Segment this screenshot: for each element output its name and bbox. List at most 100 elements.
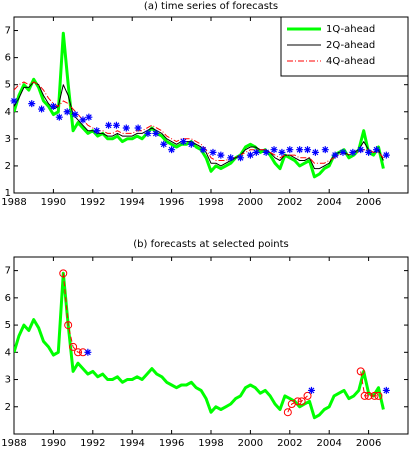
x-tick-label: 1990: [41, 197, 66, 208]
y-tick-label: 1: [5, 188, 11, 199]
x-tick-label: 2000: [238, 197, 263, 208]
marker: [63, 108, 71, 116]
y-tick-label: 3: [5, 134, 11, 145]
marker: [270, 146, 278, 154]
marker: [55, 113, 63, 121]
marker: [278, 148, 286, 156]
x-tick-label: 1992: [80, 438, 105, 449]
x-tick-label: 2006: [356, 197, 381, 208]
marker: [262, 148, 270, 156]
marker: [28, 100, 36, 108]
marker: [84, 348, 92, 356]
x-tick-label: 1996: [159, 197, 184, 208]
marker: [179, 138, 187, 146]
marker: [69, 342, 78, 351]
marker: [365, 148, 373, 156]
marker: [93, 127, 101, 135]
marker: [246, 151, 254, 159]
marker: [304, 146, 312, 154]
plot-frame: [13, 256, 409, 435]
legend-label: 2Q-ahead: [326, 40, 375, 51]
marker: [199, 146, 207, 154]
x-tick-label: 1988: [1, 197, 26, 208]
y-tick-label: 2: [5, 161, 11, 172]
x-tick-label: 2000: [238, 438, 263, 449]
marker: [38, 105, 46, 113]
x-tick-label: 1990: [41, 438, 66, 449]
series-line: [14, 81, 384, 164]
marker: [217, 151, 225, 159]
x-tick-label: 2006: [356, 438, 381, 449]
marker: [372, 146, 380, 154]
x-tick-label: 2004: [316, 438, 341, 449]
marker: [134, 124, 142, 132]
marker: [227, 154, 235, 162]
x-tick-label: 1988: [1, 438, 26, 449]
chart-title: (b) forecasts at selected points: [133, 239, 289, 250]
series-line: [14, 271, 385, 420]
marker: [364, 391, 373, 400]
marker: [374, 391, 383, 400]
marker: [360, 391, 369, 400]
marker: [370, 391, 379, 400]
x-tick-label: 1994: [119, 438, 144, 449]
marker: [71, 110, 79, 118]
marker: [349, 148, 357, 156]
marker: [79, 116, 87, 124]
marker: [382, 386, 390, 394]
x-tick-label: 2002: [277, 197, 302, 208]
y-tick-label: 2: [5, 402, 11, 413]
marker: [122, 124, 130, 132]
marker: [168, 146, 176, 154]
y-tick-label: 7: [5, 26, 11, 37]
y-tick-label: 5: [5, 320, 11, 331]
marker: [321, 146, 329, 154]
marker: [209, 148, 217, 156]
marker: [331, 151, 339, 159]
y-tick-label: 6: [5, 293, 11, 304]
x-tick-label: 1998: [198, 438, 223, 449]
marker: [311, 148, 319, 156]
x-tick-label: 1998: [198, 197, 223, 208]
marker: [339, 148, 347, 156]
x-tick-label: 1996: [159, 438, 184, 449]
x-tick-label: 2004: [316, 197, 341, 208]
y-tick-label: 5: [5, 80, 11, 91]
marker: [59, 269, 68, 278]
marker: [10, 97, 18, 105]
legend-label: 1Q-ahead: [326, 24, 375, 35]
marker: [144, 129, 152, 137]
marker: [283, 408, 292, 417]
marker: [187, 140, 195, 148]
marker: [293, 397, 302, 406]
x-tick-label: 1992: [80, 197, 105, 208]
y-tick-label: 7: [5, 266, 11, 277]
marker: [252, 148, 260, 156]
marker: [74, 348, 83, 357]
series-line: [14, 31, 385, 179]
marker: [64, 321, 73, 330]
marker: [382, 151, 390, 159]
marker: [160, 140, 168, 148]
marker: [85, 113, 93, 121]
marker: [357, 146, 365, 154]
chart-title: (a) time series of forecasts: [144, 1, 278, 12]
legend-box: [280, 16, 409, 77]
marker: [307, 386, 315, 394]
marker: [297, 397, 306, 406]
x-tick-label: 2002: [277, 438, 302, 449]
marker: [105, 121, 113, 129]
x-tick-label: 1994: [119, 197, 144, 208]
marker: [112, 121, 120, 129]
legend-label: 4Q-ahead: [326, 56, 375, 67]
marker: [296, 146, 304, 154]
marker: [303, 391, 312, 400]
y-tick-label: 4: [5, 107, 11, 118]
marker: [152, 129, 160, 137]
y-tick-label: 4: [5, 347, 11, 358]
marker: [286, 146, 294, 154]
y-tick-label: 6: [5, 53, 11, 64]
marker: [356, 367, 365, 376]
y-tick-label: 3: [5, 375, 11, 386]
